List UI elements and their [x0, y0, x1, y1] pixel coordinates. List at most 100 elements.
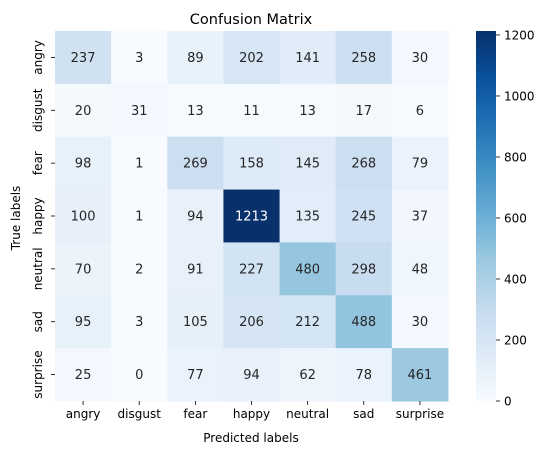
colorbar-tick-label: 1200 — [504, 28, 535, 42]
heatmap-cell — [223, 348, 281, 402]
colorbar-tick-label: 400 — [504, 272, 527, 286]
cell-value-label: 30 — [412, 315, 429, 330]
heatmap-cell — [167, 242, 224, 296]
cell-value-label: 11 — [243, 104, 260, 119]
cell-value-label: 145 — [295, 157, 320, 172]
cell-value-label: 1 — [135, 210, 143, 225]
cell-value-label: 94 — [243, 368, 260, 383]
colorbar-tick-label: 200 — [504, 333, 527, 347]
cell-value-label: 98 — [75, 157, 92, 172]
heatmap-cell — [335, 83, 393, 138]
colorbar-tick-label: 600 — [504, 211, 527, 225]
x-tick-label: angry — [66, 407, 101, 421]
heatmap-cell — [279, 83, 337, 138]
cell-value-label: 37 — [412, 210, 429, 225]
cell-value-label: 13 — [187, 104, 204, 119]
x-tick-label: happy — [233, 407, 270, 421]
heatmap-cell — [111, 295, 168, 349]
cell-value-label: 30 — [412, 51, 429, 66]
cell-value-label: 78 — [356, 368, 373, 383]
heatmap-cell — [55, 242, 112, 296]
cell-value-label: 202 — [239, 51, 264, 66]
heatmap-cell — [111, 83, 168, 138]
colorbar-tick-label: 1000 — [504, 89, 535, 103]
heatmap-cell — [391, 83, 449, 138]
y-tick-label: neutral — [31, 247, 45, 290]
heatmap-cell — [167, 31, 224, 85]
cell-value-label: 48 — [412, 262, 429, 277]
cell-value-label: 31 — [131, 104, 148, 119]
heatmap-cell — [167, 136, 224, 191]
chart-title: Confusion Matrix — [190, 12, 313, 28]
heatmap-cell — [279, 242, 337, 296]
colorbar — [476, 31, 496, 401]
cell-value-label: 0 — [135, 368, 143, 383]
y-axis-label: True labels — [9, 186, 23, 252]
cell-value-label: 212 — [295, 315, 320, 330]
cell-value-label: 2 — [135, 262, 143, 277]
cell-value-label: 77 — [187, 368, 204, 383]
heatmap-cell — [111, 242, 168, 296]
heatmap-cell — [335, 242, 393, 296]
colorbar-tick-label: 0 — [504, 395, 512, 409]
heatmap-cell — [335, 295, 393, 349]
heatmap-cell — [223, 31, 281, 85]
cell-value-label: 1213 — [235, 210, 268, 225]
y-tick-label: angry — [31, 40, 45, 75]
y-tick-label: disgust — [31, 88, 45, 132]
cell-value-label: 135 — [295, 210, 320, 225]
y-tick-label: happy — [31, 197, 45, 234]
cell-value-label: 79 — [412, 157, 429, 172]
heatmap-cell — [167, 295, 224, 349]
cell-value-label: 141 — [295, 51, 320, 66]
heatmap-cell — [111, 136, 168, 191]
heatmap-cell — [391, 31, 449, 85]
cell-value-label: 100 — [71, 210, 96, 225]
cell-value-label: 105 — [183, 315, 208, 330]
heatmap-cell — [111, 31, 168, 85]
cell-value-label: 89 — [187, 51, 204, 66]
heatmap-cell — [111, 189, 168, 243]
heatmap-cell — [55, 31, 112, 85]
heatmap-cell — [167, 348, 224, 402]
heatmap-cell — [391, 295, 449, 349]
cell-value-label: 3 — [135, 315, 143, 330]
heatmap-cell — [279, 189, 337, 243]
heatmap-cell — [335, 31, 393, 85]
x-tick-label: disgust — [118, 407, 162, 421]
heatmap-cell — [279, 31, 337, 85]
cell-value-label: 17 — [356, 104, 373, 119]
heatmap-cell — [167, 83, 224, 138]
heatmap-cell — [391, 136, 449, 191]
heatmap-cell — [223, 83, 281, 138]
colorbar-ticks: 0 200 400 600 800 1000 1200 — [496, 28, 535, 409]
cell-value-label: 245 — [351, 210, 376, 225]
x-axis-label: Predicted labels — [203, 431, 298, 445]
cell-value-label: 91 — [187, 262, 204, 277]
y-tick-label: surprise — [31, 350, 45, 398]
x-tick-label: sad — [353, 407, 374, 421]
heatmap-cell — [335, 189, 393, 243]
cell-value-label: 20 — [75, 104, 92, 119]
x-axis-ticks: angry disgust fear happy neutral sad surprise — [66, 401, 444, 421]
heatmap-cell — [167, 189, 224, 243]
cell-value-label: 227 — [239, 262, 264, 277]
cell-value-label: 269 — [183, 157, 208, 172]
cell-value-label: 298 — [351, 262, 376, 277]
cell-value-label: 158 — [239, 157, 264, 172]
colorbar-tick-label: 800 — [504, 150, 527, 164]
y-axis-ticks: angry disgust fear happy neutral sad surprise — [31, 40, 55, 399]
heatmap-cell — [223, 295, 281, 349]
x-tick-label: surprise — [396, 407, 444, 421]
cell-value-label: 94 — [187, 210, 204, 225]
heatmap-cell — [279, 136, 337, 191]
heatmap-cell — [223, 242, 281, 296]
x-tick-label: fear — [183, 407, 207, 421]
cell-value-label: 70 — [75, 262, 92, 277]
cell-value-label: 268 — [351, 157, 376, 172]
y-tick-label: sad — [31, 311, 45, 332]
cell-value-label: 1 — [135, 157, 143, 172]
cell-value-label: 6 — [416, 104, 424, 119]
heatmap-cell — [223, 136, 281, 191]
